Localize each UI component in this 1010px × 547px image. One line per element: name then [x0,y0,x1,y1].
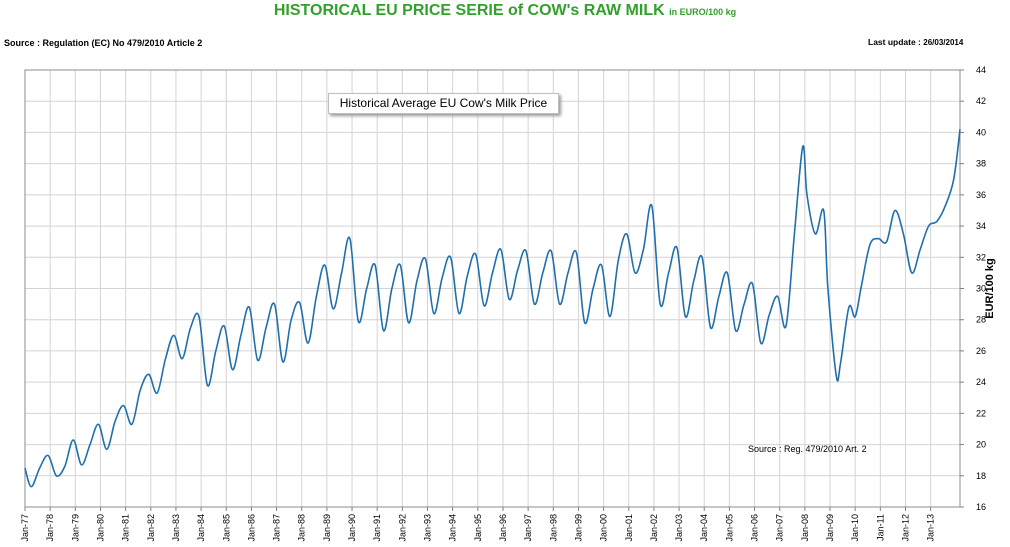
source-label: Source : Regulation (EC) No 479/2010 Art… [4,38,203,48]
last-update: Last update : 26/03/2014 [868,37,963,47]
plot-frame [24,69,961,508]
y-axis-label: EUR/100 kg [984,258,996,319]
x-tick-label: Jan-99 [573,514,583,542]
x-tick-label: Jan-09 [825,514,835,542]
x-tick-label: Jan-87 [272,514,282,542]
y-tick-label: 42 [976,96,986,106]
x-tick-label: Jan-81 [121,514,131,542]
x-tick-label: Jan-05 [724,514,734,542]
x-tick-label: Jan-06 [750,514,760,542]
y-tick-label: 18 [976,471,986,481]
x-tick-label: Jan-02 [649,514,659,542]
x-tick-label: Jan-98 [548,514,558,542]
last-update-label: Last update : [868,37,921,47]
x-tick-label: Jan-03 [674,514,684,542]
y-tick-label: 32 [976,252,986,262]
y-tick-label: 26 [976,346,986,356]
chart-title: Historical Average EU Cow's Milk Price [328,93,559,114]
title-unit: in EURO/100 kg [669,7,737,17]
y-tick-label: 22 [976,408,986,418]
x-tick-label: Jan-04 [699,514,709,542]
x-tick-label: Jan-95 [473,514,483,542]
x-tick-label: Jan-88 [297,514,307,542]
x-tick-label: Jan-78 [45,514,55,542]
y-tick-label: 20 [976,440,986,450]
y-tick-label: 44 [976,65,986,75]
x-tick-label: Jan-86 [246,514,256,542]
x-tick-label: Jan-85 [221,514,231,542]
last-update-date: 26/03/2014 [923,38,964,47]
series-line-0 [24,129,961,488]
y-tick-label: 38 [976,159,986,169]
title-text: HISTORICAL EU PRICE SERIE of COW's RAW M… [273,2,665,19]
y-tick-label: 28 [976,315,986,325]
x-tick-label: Jan-11 [875,514,885,541]
page-title: HISTORICAL EU PRICE SERIE of COW's RAW M… [0,2,1010,20]
y-tick-label: 34 [976,221,986,231]
x-tick-label: Jan-00 [599,514,609,542]
x-tick-label: Jan-12 [900,514,910,542]
x-tick-label: Jan-83 [171,514,181,542]
x-tick-label: Jan-91 [372,514,382,542]
x-tick-label: Jan-90 [347,514,357,542]
x-tick-label: Jan-01 [624,514,634,542]
x-tick-label: Jan-84 [196,514,206,542]
y-tick-label: 30 [976,284,986,294]
x-tick-label: Jan-80 [95,514,105,542]
x-tick-label: Jan-82 [146,514,156,542]
x-tick-label: Jan-92 [397,514,407,542]
x-tick-label: Jan-96 [498,514,508,542]
y-tick-label: 36 [976,190,986,200]
x-tick-label: Jan-93 [423,514,433,542]
x-tick-label: Jan-77 [20,514,30,542]
x-tick-label: Jan-10 [850,514,860,542]
y-tick-label: 16 [976,502,986,512]
x-tick-label: Jan-08 [800,514,810,542]
x-tick-label: Jan-13 [926,514,936,542]
chart-source-annotation: Source : Reg. 479/2010 Art. 2 [748,444,867,454]
y-tick-label: 24 [976,377,986,387]
x-tick-label: Jan-94 [448,514,458,542]
x-tick-label: Jan-89 [322,514,332,542]
x-tick-label: Jan-97 [523,514,533,542]
x-tick-label: Jan-07 [775,514,785,542]
x-tick-label: Jan-79 [70,514,80,542]
y-tick-label: 40 [976,127,986,137]
